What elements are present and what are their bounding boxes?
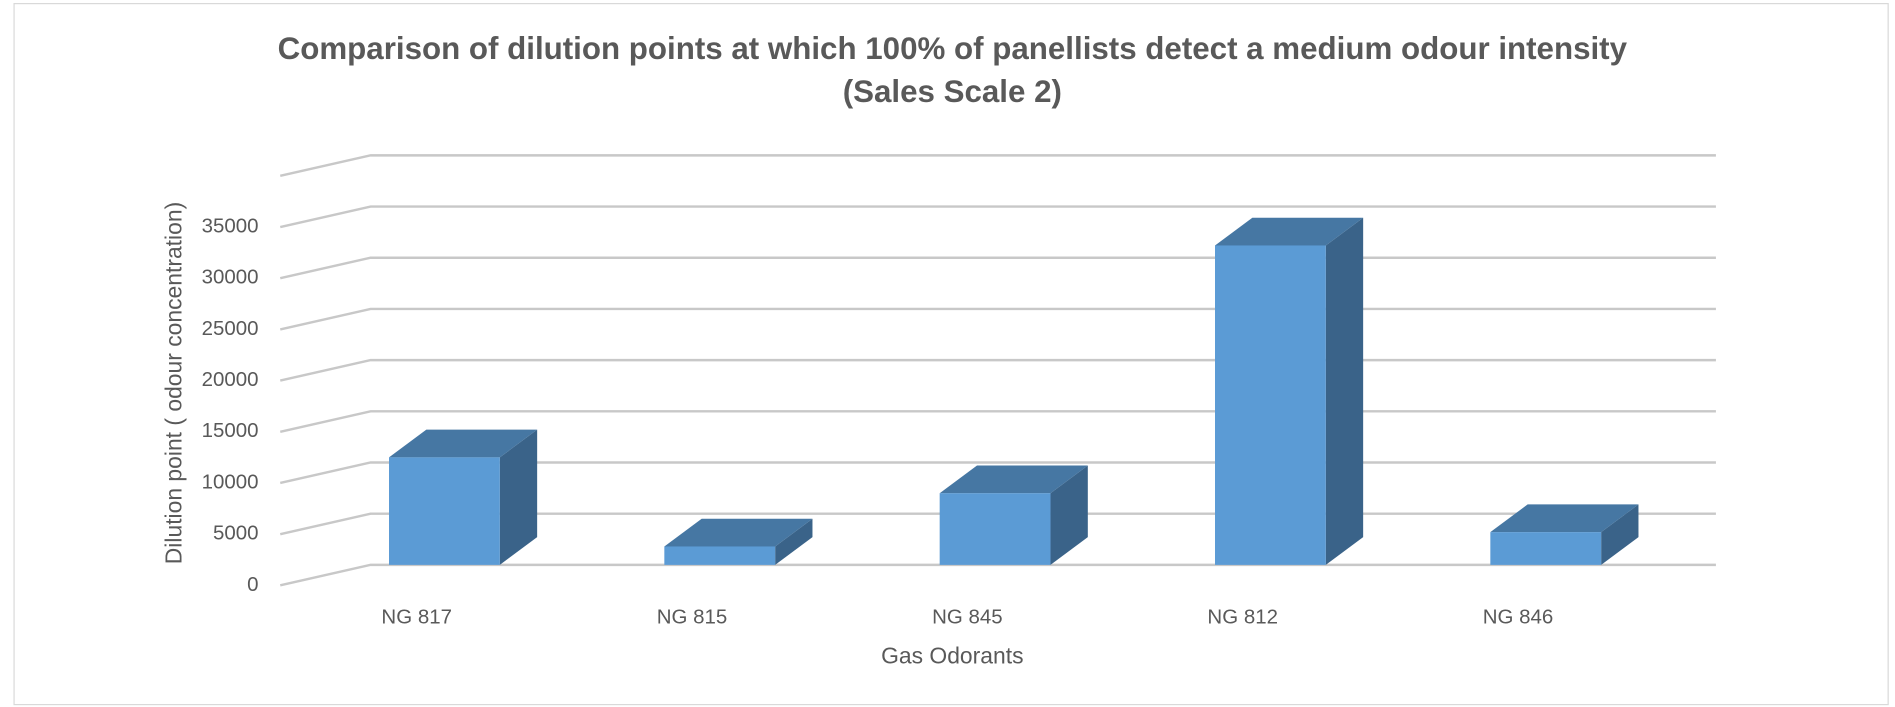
bar <box>664 546 776 565</box>
y-tick-label: 25000 <box>202 317 259 340</box>
y-tick-label: 0 <box>247 573 258 596</box>
x-tick-label: NG 815 <box>657 605 728 628</box>
y-tick-label: 30000 <box>202 266 259 289</box>
chart-border <box>13 3 1889 706</box>
chart-title: Comparison of dilution points at which 1… <box>278 31 1628 66</box>
bar-side <box>1325 217 1364 565</box>
grid-line <box>279 205 1716 229</box>
bar-side <box>499 429 538 565</box>
bar-top <box>1490 504 1639 533</box>
x-axis-label: Gas Odorants <box>881 643 1023 669</box>
x-tick-label: NG 846 <box>1483 605 1554 628</box>
bar-top <box>664 518 813 547</box>
y-tick-label: 20000 <box>202 368 259 391</box>
bar <box>1490 532 1602 565</box>
x-tick-label: NG 812 <box>1207 605 1278 628</box>
x-tick-label: NG 817 <box>381 605 452 628</box>
bar <box>1215 245 1326 565</box>
bar <box>939 493 1051 565</box>
bar-top <box>389 429 538 458</box>
y-axis-label: Dilution point ( odour concentration) <box>161 202 187 564</box>
bar <box>389 457 500 565</box>
bar-side <box>1601 504 1639 565</box>
grid-line <box>279 154 1716 178</box>
chart-subtitle: (Sales Scale 2) <box>843 74 1062 109</box>
bar-top <box>939 465 1088 494</box>
y-tick-label: 10000 <box>202 470 259 493</box>
bar-side <box>1050 465 1088 565</box>
bar-top <box>1215 217 1364 246</box>
y-tick-label: 15000 <box>202 419 259 442</box>
x-tick-label: NG 845 <box>932 605 1003 628</box>
y-tick-label: 35000 <box>202 214 259 237</box>
y-tick-label: 5000 <box>213 522 259 545</box>
bar-side <box>775 518 813 565</box>
